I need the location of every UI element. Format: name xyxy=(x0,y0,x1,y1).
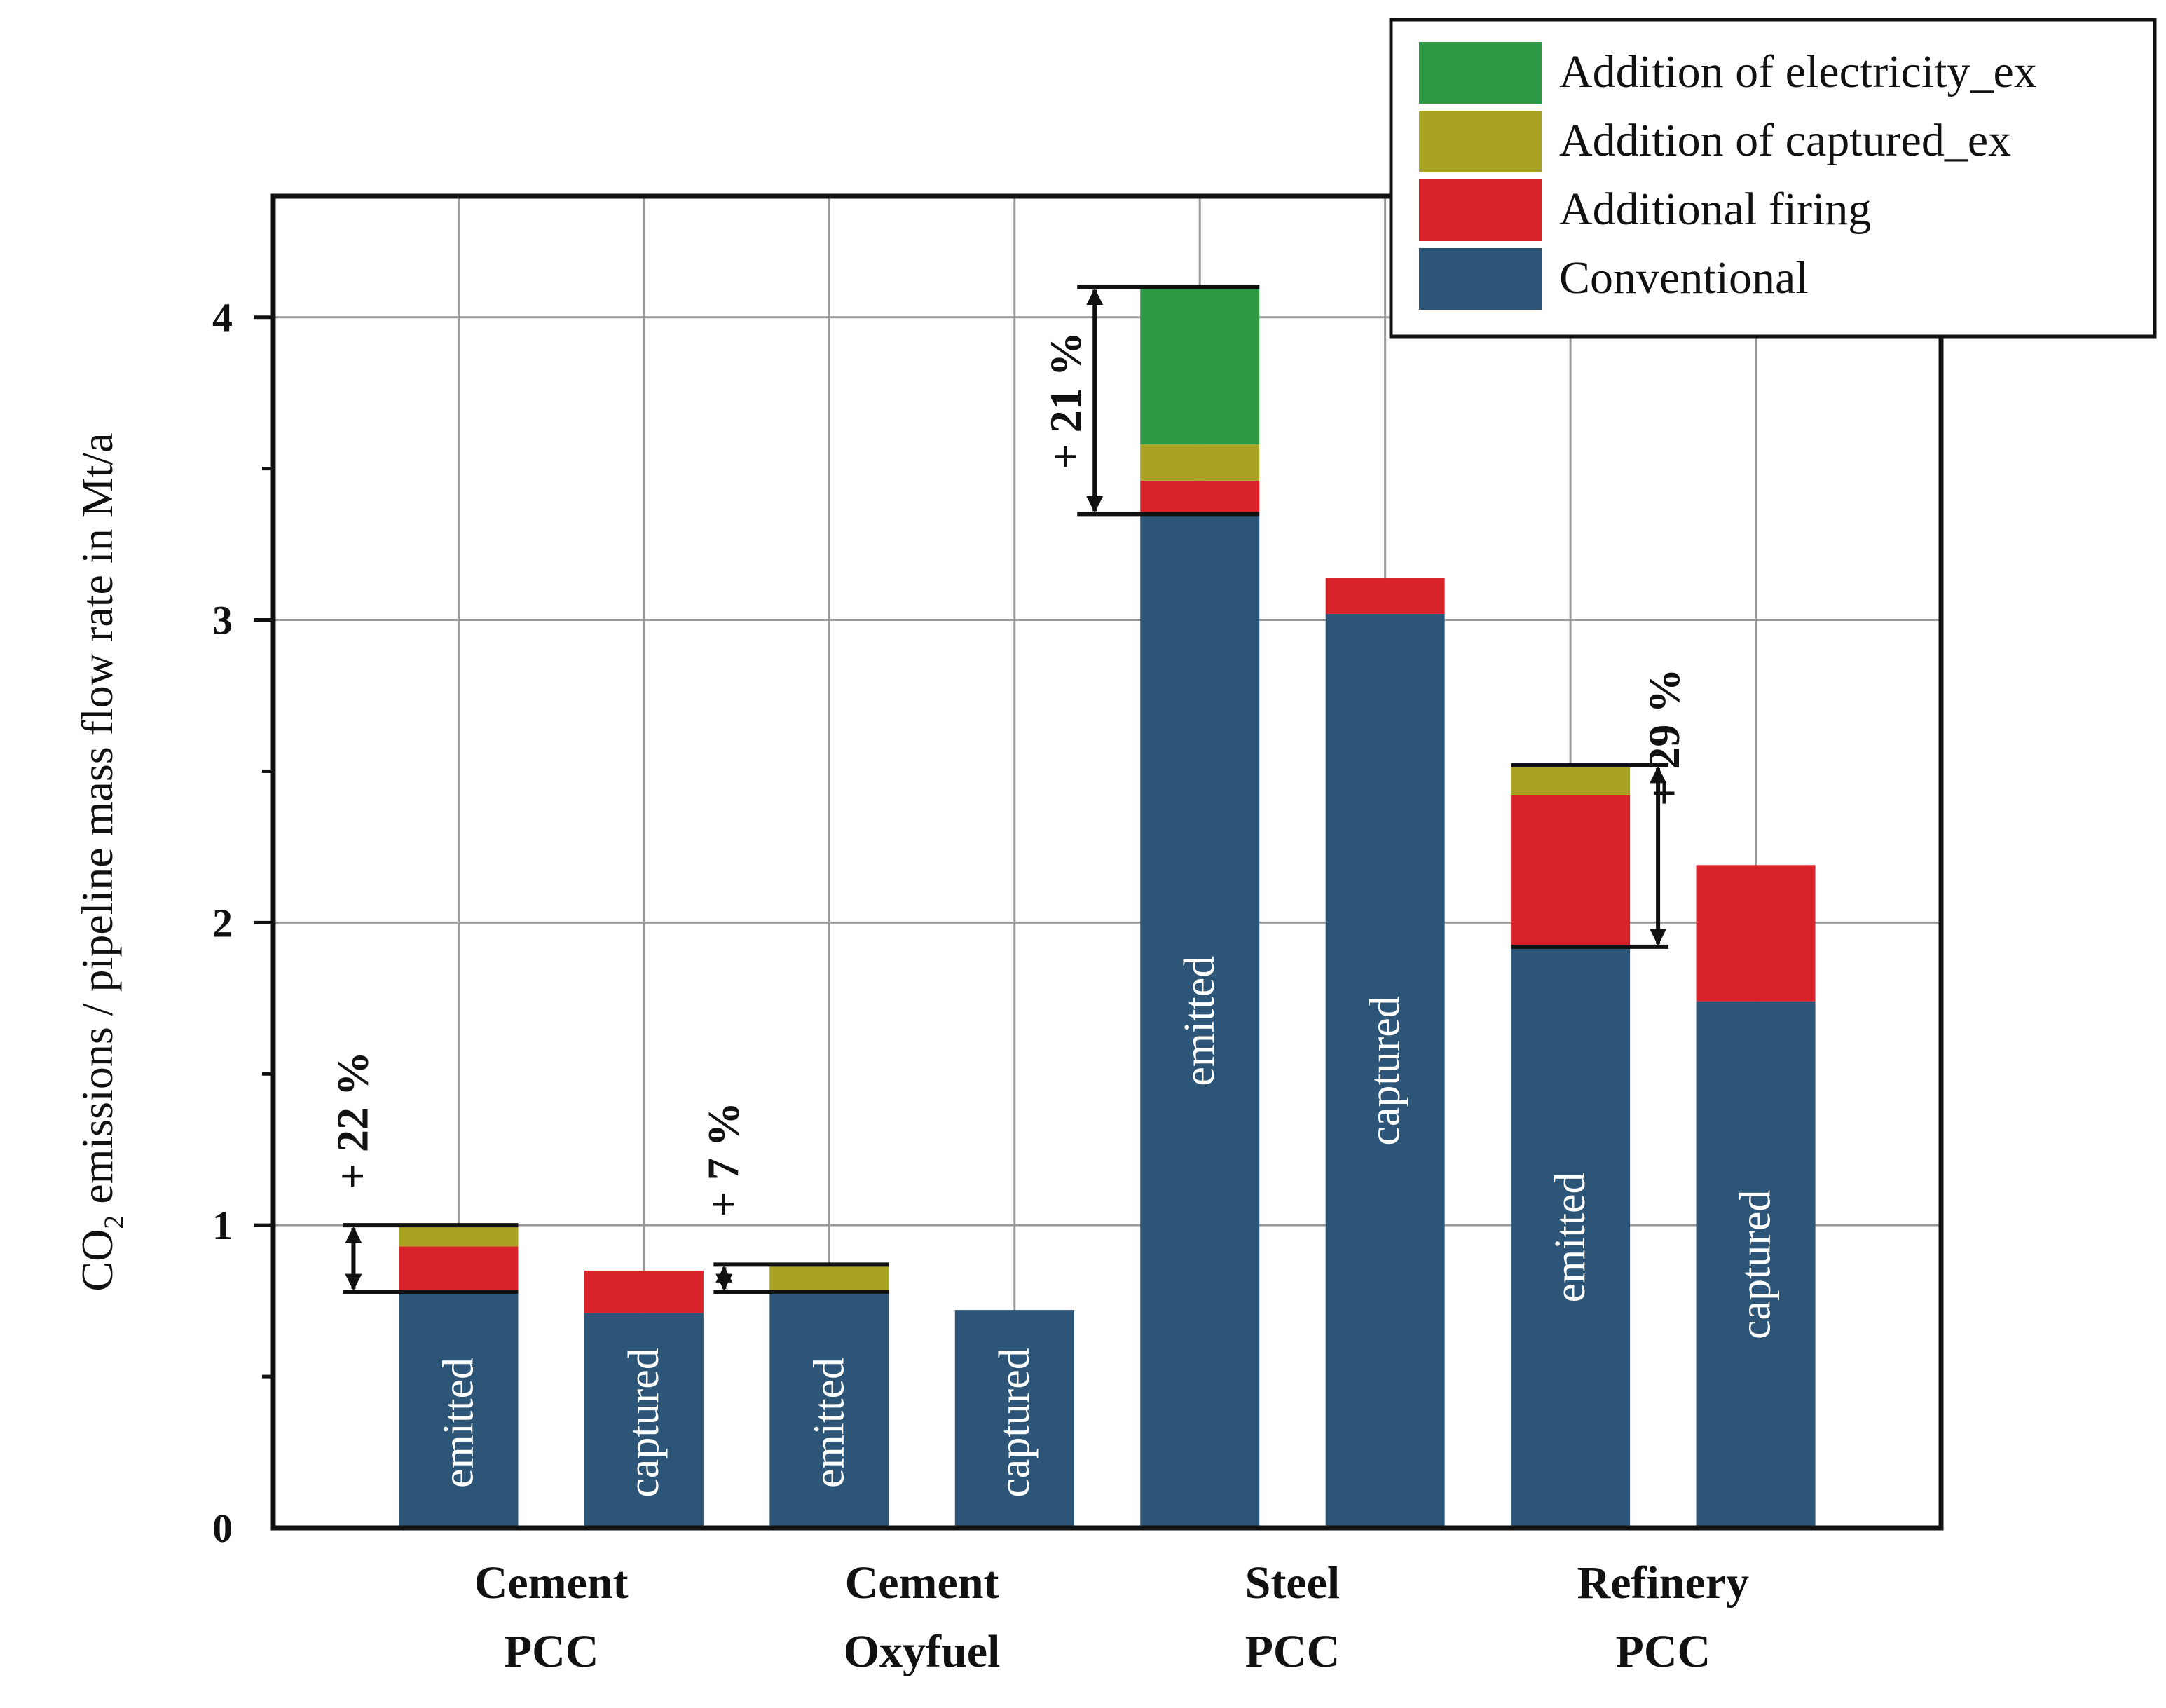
bar-label-emitted: emitted xyxy=(434,1358,482,1488)
annotation-label: + 29 % xyxy=(1639,669,1689,806)
bar-label-captured: captured xyxy=(620,1348,668,1497)
y-tick-label: 0 xyxy=(212,1505,233,1551)
y-axis-label-sub: 2 xyxy=(98,1215,130,1229)
legend-label: Addition of captured_ex xyxy=(1559,115,2011,166)
annotation-label: + 21 % xyxy=(1041,332,1090,469)
bar-segment-addition-of-captured-ex xyxy=(1140,444,1260,481)
bar-label-emitted: emitted xyxy=(1176,956,1223,1086)
bar-segment-conventional xyxy=(1511,946,1631,1528)
bar-label-captured: captured xyxy=(1362,996,1409,1145)
plot-background xyxy=(273,196,1941,1528)
bar-segment-conventional xyxy=(954,1310,1074,1528)
bar-segment-additional-firing xyxy=(1511,795,1631,947)
category-label-line2: PCC xyxy=(504,1626,599,1677)
bar-segment-conventional xyxy=(769,1292,889,1528)
y-axis-label-main: CO xyxy=(72,1229,122,1292)
bar-segment-additional-firing xyxy=(399,1246,519,1292)
annotation-label: + 7 % xyxy=(698,1102,748,1217)
legend-swatch xyxy=(1419,248,1542,310)
category-label-line2: PCC xyxy=(1616,1626,1711,1677)
legend-label: Addition of electricity_ex xyxy=(1559,46,2037,97)
bar-segment-conventional xyxy=(1696,1001,1816,1528)
bar-segment-addition-of-captured-ex xyxy=(769,1264,889,1292)
annotations: + 22 % + 7 % + 21 % + 29 % xyxy=(327,285,1689,1294)
y-axis-label-rest: emissions / pipeline mass flow rate in M… xyxy=(72,432,122,1215)
bar-segment-additional-firing xyxy=(1696,865,1816,1002)
bars: emitted captured emitted captured emitted cap… xyxy=(399,287,1816,1528)
plot-frame xyxy=(270,193,1944,1531)
bar-segment-addition-of-captured-ex xyxy=(399,1225,519,1247)
y-tick-label: 2 xyxy=(212,900,233,945)
bar-segment-addition-of-captured-ex xyxy=(1511,765,1631,795)
y-tick-label: 3 xyxy=(212,598,233,643)
bar-segment-conventional xyxy=(1140,514,1260,1528)
legend-swatch xyxy=(1419,179,1542,241)
legend-swatch xyxy=(1419,42,1542,104)
y-tick-label: 4 xyxy=(212,295,233,341)
bar-segment-conventional xyxy=(1325,613,1445,1528)
category-label-line1: Cement xyxy=(474,1557,629,1608)
y-axis-label: CO2 emissions / pipeline mass flow rate … xyxy=(72,432,130,1291)
bar-label-captured: captured xyxy=(991,1348,1039,1497)
bar-label-emitted: emitted xyxy=(1547,1172,1594,1302)
category-label-line2: PCC xyxy=(1245,1626,1341,1677)
category-label-line2: Oxyfuel xyxy=(844,1626,1001,1677)
bar-segment-additional-firing xyxy=(1325,578,1445,614)
category-label-line1: Steel xyxy=(1245,1557,1341,1608)
bar-segment-conventional xyxy=(584,1313,704,1528)
x-axis-categories: Cement PCC Cement Oxyfuel Steel PCC Refinery PC… xyxy=(474,1557,1749,1677)
bar-label-emitted: emitted xyxy=(805,1358,853,1488)
legend: Addition of electricity_ex Addition of ca… xyxy=(1389,18,2157,339)
category-label-line1: Cement xyxy=(845,1557,999,1608)
bar-label-captured: captured xyxy=(1732,1190,1780,1339)
legend-label: Conventional xyxy=(1559,252,1809,303)
bar-segment-additional-firing xyxy=(1140,480,1260,514)
bar-segment-addition-of-electricity-ex xyxy=(1140,287,1260,445)
bar-segment-conventional xyxy=(399,1292,519,1528)
y-axis-ticks: 0 1 2 3 4 xyxy=(212,295,273,1551)
annotation-label: + 22 % xyxy=(327,1051,377,1189)
legend-label: Additional firing xyxy=(1559,184,1871,235)
legend-swatch xyxy=(1419,111,1542,172)
y-tick-label: 1 xyxy=(212,1203,233,1248)
category-label-line1: Refinery xyxy=(1577,1557,1750,1608)
bar-segment-additional-firing xyxy=(584,1270,704,1313)
